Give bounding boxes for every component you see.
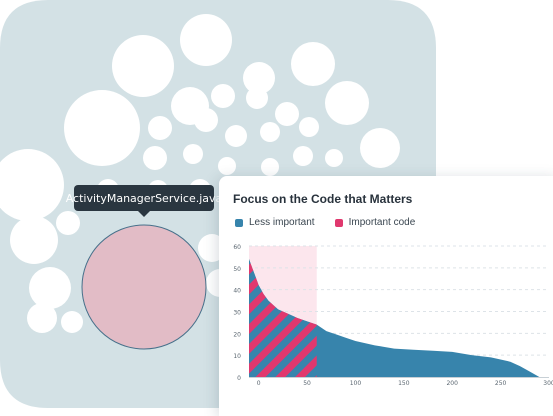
x-tick-label: 300 <box>543 380 553 387</box>
x-tick-label: 0 <box>257 380 261 387</box>
file-bubble[interactable] <box>27 303 57 333</box>
file-bubble[interactable] <box>183 144 203 164</box>
legend-label-less-important: Less important <box>249 217 315 228</box>
y-tick-label: 30 <box>233 310 241 317</box>
y-tick-label: 50 <box>233 266 241 273</box>
legend-swatch-less-important <box>235 218 243 227</box>
file-bubble[interactable] <box>293 146 313 166</box>
y-tick-label: 10 <box>233 353 241 360</box>
file-bubble[interactable] <box>29 267 71 309</box>
legend-swatch-important-code <box>334 218 343 227</box>
file-bubble[interactable] <box>243 62 275 94</box>
x-tick-label: 50 <box>303 380 311 387</box>
x-tick-label: 100 <box>350 380 362 387</box>
file-bubble[interactable] <box>10 216 58 264</box>
x-tick-label: 150 <box>398 380 410 387</box>
file-bubble[interactable] <box>211 84 235 108</box>
file-bubble[interactable] <box>194 108 218 132</box>
file-bubble[interactable] <box>56 211 80 235</box>
file-bubble[interactable] <box>275 102 299 126</box>
y-tick-label: 60 <box>233 244 241 251</box>
y-tick-label: 20 <box>233 331 241 338</box>
area-chart: 0 10 20 30 40 50 60 0 50 100 150 200 250 300 <box>233 244 553 387</box>
x-tick-label: 250 <box>495 380 507 387</box>
y-tick-label: 40 <box>233 288 241 295</box>
selected-file-bubble[interactable] <box>81 224 207 350</box>
file-bubble[interactable] <box>112 35 174 97</box>
file-bubble[interactable] <box>0 149 64 221</box>
legend-item-less-important[interactable]: Less important <box>235 217 315 228</box>
file-bubble[interactable] <box>180 14 232 66</box>
file-bubble[interactable] <box>246 87 268 109</box>
legend-item-important-code[interactable]: Important code <box>334 217 416 228</box>
file-bubble[interactable] <box>261 158 279 176</box>
area-less-important <box>249 259 540 377</box>
file-bubble[interactable] <box>299 117 319 137</box>
file-bubble[interactable] <box>325 149 343 167</box>
legend-label-important-code: Important code <box>348 217 416 228</box>
chart-legend: Less important Important code <box>235 217 415 228</box>
y-tick-label: 0 <box>237 375 241 382</box>
file-bubble[interactable] <box>325 81 369 125</box>
file-bubble[interactable] <box>360 128 400 168</box>
file-bubble[interactable] <box>260 122 280 142</box>
x-tick-label: 200 <box>446 380 458 387</box>
area-important-code <box>249 259 317 377</box>
file-bubble[interactable] <box>64 90 140 166</box>
file-tooltip: ActivityManagerService.java <box>66 185 222 217</box>
file-bubble[interactable] <box>143 146 167 170</box>
chart-card: 0 10 20 30 40 50 60 0 50 100 150 200 250 300 Focus on… <box>219 176 553 416</box>
chart-title: Focus on the Code that Matters <box>233 192 413 206</box>
file-bubble[interactable] <box>148 116 172 140</box>
file-bubble[interactable] <box>61 311 83 333</box>
file-bubble[interactable] <box>218 157 236 175</box>
file-bubble[interactable] <box>291 42 335 86</box>
tooltip-label: ActivityManagerService.java <box>65 191 223 205</box>
file-bubble[interactable] <box>225 125 247 147</box>
